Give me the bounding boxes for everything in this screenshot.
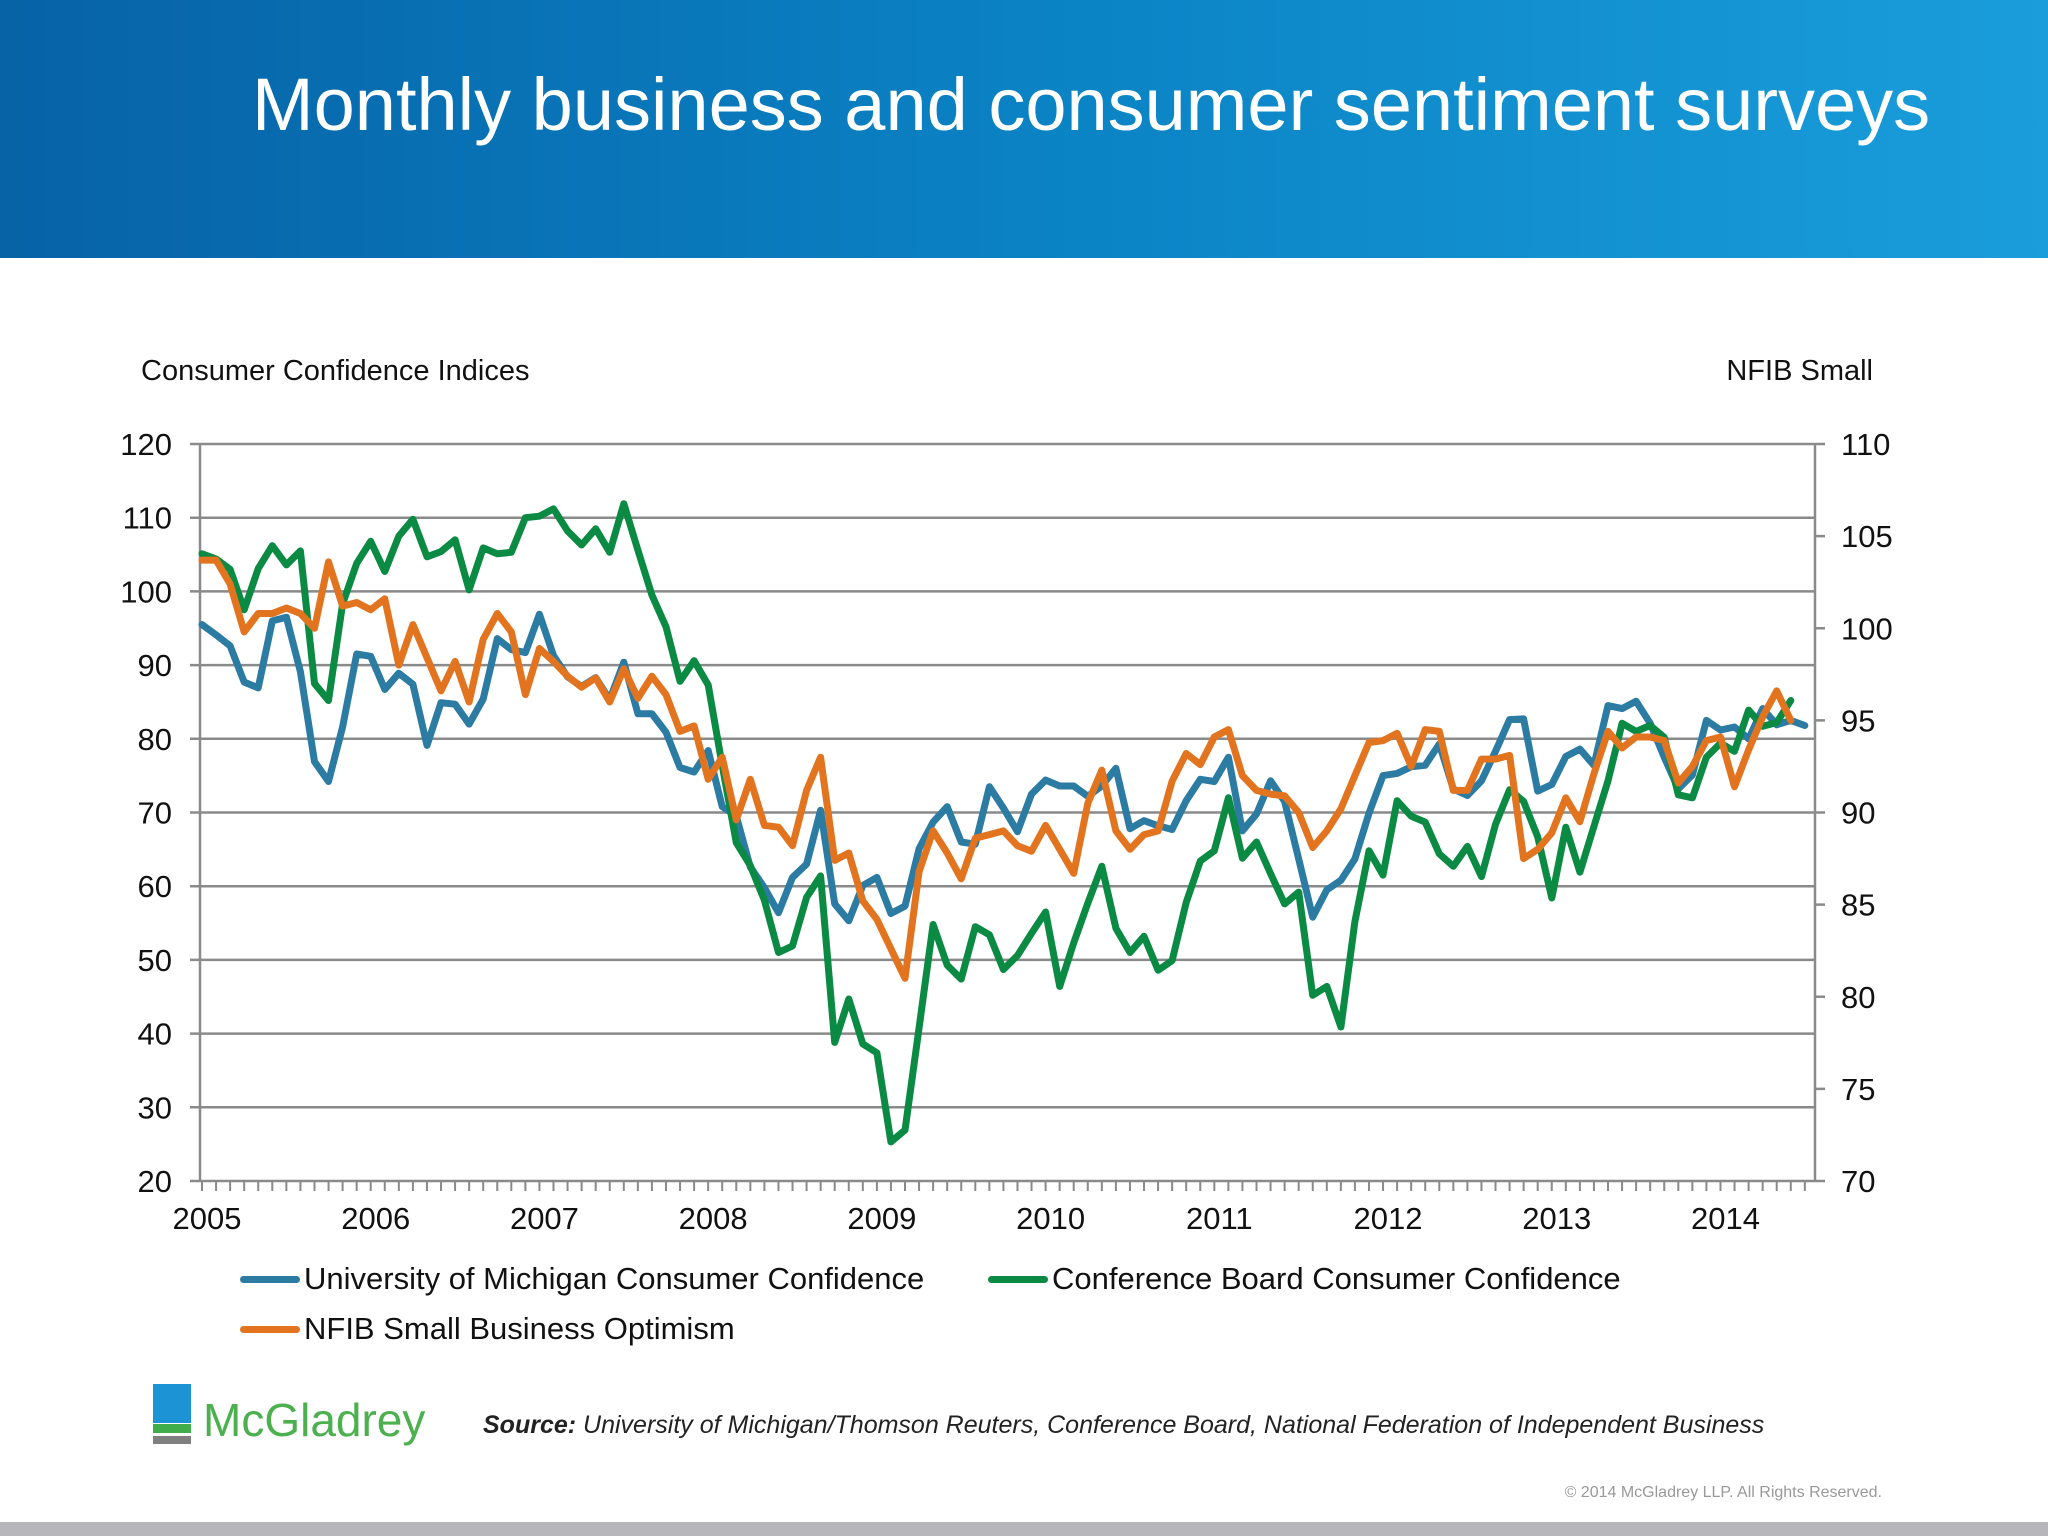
legend-swatch-nfib — [240, 1325, 300, 1333]
source-text: University of Michigan/Thomson Reuters, … — [583, 1411, 1765, 1439]
right-tick-label: 110 — [1841, 427, 1890, 462]
right-tick-label: 75 — [1841, 1072, 1875, 1107]
left-tick-label: 110 — [123, 501, 172, 536]
mcgladrey-logo-text: McGladrey — [203, 1394, 426, 1446]
legend-swatch-michigan — [240, 1275, 300, 1283]
x-tick-label: 2011 — [1186, 1201, 1253, 1236]
right-axis-title: NFIB Small — [1726, 355, 1873, 387]
logo-green-stripe — [153, 1424, 191, 1433]
legend-label-conference-board: Conference Board Consumer Confidence — [1052, 1261, 1621, 1296]
legend-item-michigan: University of Michigan Consumer Confiden… — [240, 1261, 924, 1297]
source-label: Source: — [483, 1411, 577, 1439]
left-tick-label: 100 — [120, 574, 172, 609]
x-tick-label: 2007 — [510, 1201, 579, 1236]
sentiment-line-chart: 120 110 100 90 80 70 60 50 40 30 20 110 105 100 95 90 85… — [120, 427, 1893, 1236]
title-banner: Monthly business and consumer sentiment … — [0, 0, 2048, 258]
series-line-conference-board — [198, 500, 1795, 1146]
left-tick-label: 80 — [138, 722, 172, 757]
right-tick-label: 90 — [1841, 796, 1875, 831]
footer-bar — [0, 1522, 2048, 1536]
page-title: Monthly business and consumer sentiment … — [252, 63, 1931, 146]
x-tick-label: 2012 — [1354, 1201, 1423, 1236]
legend-label-michigan: University of Michigan Consumer Confiden… — [304, 1261, 925, 1296]
legend-label-nfib: NFIB Small Business Optimism — [304, 1311, 735, 1346]
legend-item-conference-board: Conference Board Consumer Confidence — [988, 1261, 1621, 1297]
left-axis-title: Consumer Confidence Indices — [141, 355, 530, 387]
x-tick-label: 2013 — [1522, 1201, 1591, 1236]
x-tick-label: 2006 — [341, 1201, 410, 1236]
series-line-nfib — [198, 556, 1795, 982]
x-tick-label: 2014 — [1691, 1201, 1760, 1236]
x-tick-label: 2008 — [679, 1201, 748, 1236]
series-points-michigan — [201, 614, 1805, 921]
left-tick-label: 70 — [138, 796, 172, 831]
source-note: Source: University of Michigan/Thomson R… — [483, 1411, 1764, 1440]
copyright: © 2014 McGladrey LLP. All Rights Reserve… — [1564, 1484, 1882, 1501]
series-line-michigan — [198, 610, 1809, 925]
x-tick-label: 2009 — [847, 1201, 916, 1236]
legend-item-nfib: NFIB Small Business Optimism — [240, 1311, 735, 1347]
left-tick-label: 120 — [120, 427, 172, 462]
right-tick-label: 80 — [1841, 980, 1875, 1015]
legend-swatch-conference-board — [988, 1275, 1048, 1283]
series-points-conference-board — [201, 503, 1791, 1143]
left-tick-label: 30 — [138, 1090, 172, 1125]
x-tick-label: 2010 — [1016, 1201, 1085, 1236]
logo-blue-block — [153, 1384, 191, 1423]
left-tick-label: 40 — [138, 1017, 172, 1052]
right-tick-label: 85 — [1841, 888, 1875, 923]
left-tick-label: 60 — [138, 869, 172, 904]
left-tick-label: 90 — [138, 648, 172, 683]
right-tick-label: 95 — [1841, 703, 1875, 738]
x-tick-label: 2005 — [173, 1201, 242, 1236]
logo-gray-stripe — [153, 1436, 191, 1444]
left-tick-label: 50 — [138, 943, 172, 978]
right-tick-label: 70 — [1841, 1164, 1875, 1199]
series-points-nfib — [201, 559, 1791, 979]
mcgladrey-logo-mark — [153, 1384, 191, 1444]
right-tick-label: 105 — [1841, 519, 1893, 554]
left-tick-label: 20 — [138, 1164, 172, 1199]
right-tick-label: 100 — [1841, 611, 1893, 646]
